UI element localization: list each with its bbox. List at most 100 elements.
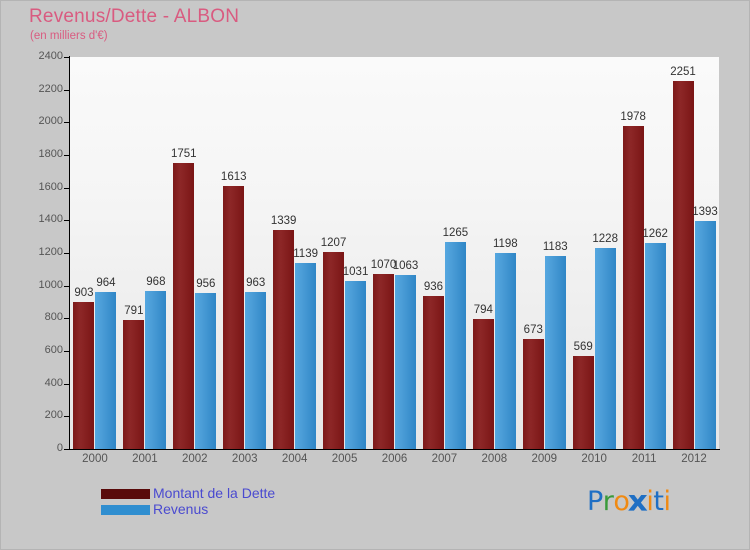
bar-value-label: 1265 [442,227,469,240]
bar-value-label: 1070 [370,259,397,272]
legend-swatch-revenue-icon [101,505,150,515]
bar-value-label: 1228 [592,233,618,246]
y-axis-tick-label: 1800 [38,148,63,160]
x-axis-tick-label: 2003 [231,453,258,465]
y-axis-tick [64,449,70,450]
bar-revenue[interactable] [694,221,716,449]
y-axis-tick-label: 400 [44,376,63,389]
bar-value-label: 673 [523,324,543,337]
bar-revenue[interactable] [95,291,117,449]
bar-value-label: 791 [124,304,144,317]
bar-revenue[interactable] [594,248,616,449]
y-axis-tick [64,122,70,124]
bar-value-label: 2251 [670,66,696,79]
y-axis-tick [64,285,70,287]
y-axis-tick-label: 800 [44,311,63,324]
bar-revenue[interactable] [145,290,167,449]
x-axis-tick-label: 2007 [431,453,458,465]
x-axis-line [69,449,720,450]
x-axis-tick-label: 2004 [281,453,308,465]
y-axis-tick [64,89,70,91]
y-axis-tick [64,383,70,385]
legend-label-revenue: Revenus [153,501,209,517]
bar-debt[interactable] [373,274,394,449]
bar-value-label: 1183 [542,240,568,253]
bar-revenue[interactable] [494,253,516,449]
bar-debt[interactable] [422,296,444,449]
bar-value-label: 1613 [220,170,247,183]
page-title: Revenus/Dette - ALBON [29,6,240,27]
bar-revenue[interactable] [295,262,317,449]
bar-revenue[interactable] [395,275,416,449]
bar-value-label: 1207 [320,236,347,249]
x-axis-tick-label: 2010 [581,453,607,465]
y-axis-tick [64,187,70,189]
bar-debt[interactable] [323,251,345,449]
y-axis-tick [64,57,70,58]
y-axis-tick-label: 1600 [38,180,63,193]
bar-value-label: 569 [573,341,593,354]
bar-debt[interactable] [672,81,694,449]
logo-letter: r [602,486,614,517]
bar-value-label: 1393 [692,206,718,219]
bar-debt[interactable] [223,185,245,449]
logo-letter: i [646,486,654,517]
x-axis-tick-label: 2000 [82,453,108,465]
x-axis-tick-label: 2001 [132,453,158,465]
bar-debt[interactable] [472,319,494,449]
logo-letter: x [628,485,648,518]
bar-value-label: 968 [146,275,166,288]
y-axis-tick-label: 600 [44,344,63,356]
proxiti-logo[interactable]: Proxiti [587,485,671,518]
x-axis-tick-label: 2008 [481,453,508,465]
y-axis-tick-label: 0 [56,442,63,454]
bar-value-label: 1198 [492,238,518,251]
bar-revenue[interactable] [345,280,367,449]
y-axis-tick-label: 2400 [38,50,63,62]
bar-value-label: 1978 [620,110,646,123]
y-axis-tick [64,155,70,156]
y-axis-tick [64,318,70,320]
y-axis-tick-label: 1400 [38,213,63,226]
y-axis-tick [64,351,70,352]
bar-debt[interactable] [123,319,145,449]
bar-value-label: 963 [246,276,266,289]
bar-value-label: 956 [196,277,216,290]
bar-debt[interactable] [622,125,644,449]
y-axis-tick-label: 200 [44,409,63,422]
logo-letter: o [613,486,630,517]
x-axis-tick-label: 2005 [331,453,358,465]
bar-revenue[interactable] [245,291,267,449]
y-axis-labels: 0 200 400 600 800 1000 1200 1400 1600 1800 2000 220… [1,1,63,549]
bar-value-label: 794 [473,304,493,317]
y-axis-tick-label: 2200 [38,82,63,95]
bar-debt[interactable] [572,356,594,449]
bar-revenue[interactable] [444,242,466,449]
bar-revenue[interactable] [644,242,666,449]
legend-swatch-debt-icon [101,489,150,499]
bar-debt[interactable] [522,339,544,449]
bar-revenue[interactable] [195,292,217,449]
x-axis-tick-label: 2006 [381,453,408,465]
y-axis-tick [64,253,70,254]
bar-value-label: 1262 [642,227,668,240]
x-axis-tick-label: 2011 [631,453,657,465]
logo-letter: i [663,486,671,517]
x-axis-tick-label: 2009 [531,453,558,465]
chart-subtitle: (en milliers d'€) [30,30,108,42]
bar-value-label: 1339 [270,215,297,228]
y-axis-tick-label: 1200 [38,246,63,258]
legend-label-debt: Montant de la Dette [153,485,276,501]
bar-debt[interactable] [273,230,295,449]
x-axis-tick-label: 2012 [681,453,707,465]
y-axis-tick [64,220,70,222]
bar-value-label: 1063 [392,260,419,273]
bar-value-label: 903 [74,286,94,299]
bar-value-label: 964 [96,276,116,289]
bar-debt[interactable] [73,301,95,449]
logo-letter: t [653,486,664,517]
bar-revenue[interactable] [544,255,566,449]
bar-debt[interactable] [173,163,195,449]
y-axis-tick [64,416,70,418]
